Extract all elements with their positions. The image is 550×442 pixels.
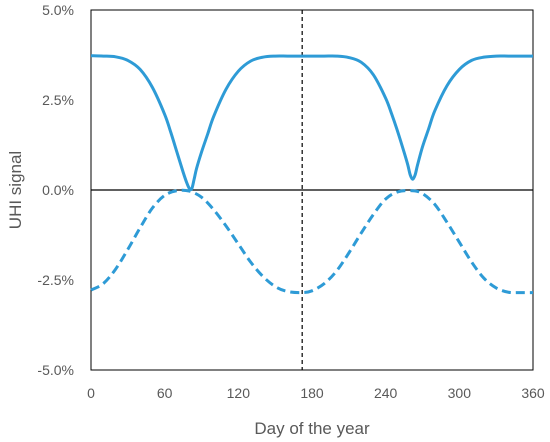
x-tick-label: 0 [87,385,95,401]
y-tick-label: -2.5% [37,272,74,288]
plot-area [90,9,534,371]
series-line-dashed [90,188,534,295]
series-line-solid [90,54,533,192]
x-tick-label: 120 [227,385,251,401]
y-tick-label: 0.0% [42,182,74,198]
x-axis-ticks: 0 60 120 180 240 300 360 [87,385,545,401]
y-tick-label: 5.0% [42,2,74,18]
x-tick-label: 360 [521,385,545,401]
y-axis-title: UHI signal [6,151,25,229]
y-tick-label: -5.0% [37,362,74,378]
x-axis-title: Day of the year [254,419,370,438]
y-tick-label: 2.5% [42,92,74,108]
x-tick-label: 180 [300,385,324,401]
x-tick-label: 60 [157,385,173,401]
series-layer [90,54,534,295]
y-axis-ticks: 5.0% 2.5% 0.0% -2.5% -5.0% [37,2,74,378]
x-tick-label: 300 [448,385,472,401]
x-tick-label: 240 [374,385,398,401]
